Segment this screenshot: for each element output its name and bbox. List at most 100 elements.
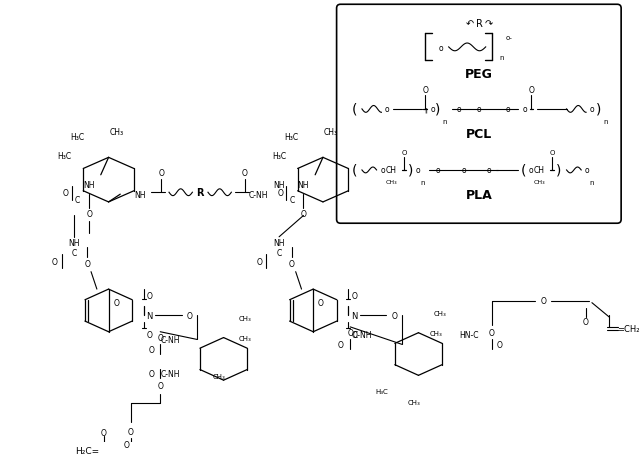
Text: H₂C=: H₂C=: [75, 446, 99, 455]
Text: PLA: PLA: [465, 188, 492, 201]
Text: O: O: [540, 297, 546, 306]
Text: CH₃: CH₃: [109, 127, 124, 136]
Text: o: o: [381, 166, 386, 175]
Text: CH₃: CH₃: [212, 374, 225, 379]
Text: ): ): [596, 103, 602, 116]
Text: O: O: [63, 188, 68, 197]
Text: O: O: [301, 210, 307, 218]
Text: o: o: [415, 166, 420, 175]
Text: C: C: [72, 248, 77, 257]
Text: O: O: [351, 330, 357, 339]
Text: O: O: [351, 292, 357, 301]
Text: o: o: [385, 105, 390, 114]
Text: O: O: [52, 258, 58, 267]
Text: H₃C: H₃C: [70, 132, 84, 141]
Text: O: O: [157, 334, 163, 342]
Text: ‖: ‖: [424, 107, 427, 112]
Text: ): ): [435, 103, 440, 116]
Text: n: n: [442, 118, 447, 124]
Text: O: O: [148, 369, 154, 378]
Text: C: C: [289, 196, 294, 205]
Text: =CH₂: =CH₂: [617, 324, 639, 334]
Text: n: n: [420, 179, 424, 185]
Text: $\curvearrowleft$R$\curvearrowright$: $\curvearrowleft$R$\curvearrowright$: [463, 17, 494, 29]
Text: C: C: [75, 196, 80, 205]
Text: C-NH: C-NH: [160, 335, 180, 344]
Text: NH: NH: [68, 238, 80, 248]
Text: H₃C: H₃C: [272, 152, 286, 161]
Text: O: O: [401, 149, 406, 155]
Text: o: o: [506, 105, 511, 114]
Text: O: O: [318, 298, 324, 308]
Text: O: O: [147, 292, 152, 301]
Text: o: o: [431, 105, 435, 114]
Text: C-NH: C-NH: [160, 369, 180, 378]
Text: NH: NH: [298, 181, 309, 190]
Text: CH₃: CH₃: [407, 399, 420, 405]
Text: R: R: [196, 188, 204, 198]
Text: CH₃: CH₃: [239, 335, 252, 341]
Text: n: n: [589, 179, 594, 185]
Text: O: O: [128, 427, 134, 436]
Text: PEG: PEG: [465, 67, 493, 81]
Text: C-NH: C-NH: [249, 190, 268, 199]
Text: O: O: [157, 382, 163, 391]
Text: O: O: [84, 260, 90, 269]
Text: C: C: [276, 248, 282, 257]
Text: NH: NH: [273, 238, 285, 248]
Text: O: O: [348, 329, 353, 338]
Text: O: O: [257, 258, 262, 267]
Text: H₃C: H₃C: [58, 152, 72, 161]
Text: o: o: [438, 44, 443, 53]
Text: o: o: [457, 105, 461, 114]
Text: o: o: [528, 166, 533, 175]
Text: ): ): [556, 164, 561, 177]
Text: O: O: [289, 260, 294, 269]
Text: CH₃: CH₃: [239, 315, 252, 322]
Text: CH₃: CH₃: [534, 180, 545, 185]
Text: (: (: [521, 164, 527, 177]
Text: H₃C: H₃C: [285, 132, 299, 141]
Text: N: N: [351, 311, 357, 320]
Text: o: o: [436, 166, 440, 175]
Text: NH: NH: [273, 181, 285, 190]
Text: o: o: [585, 166, 589, 175]
Text: HN-C: HN-C: [460, 330, 479, 339]
Text: O: O: [422, 86, 428, 95]
Text: O: O: [148, 345, 154, 354]
Text: O: O: [549, 149, 555, 155]
Text: CH₃: CH₃: [385, 180, 397, 185]
Text: (: (: [351, 164, 357, 177]
Text: o-: o-: [506, 35, 513, 41]
Text: O: O: [242, 169, 248, 178]
Text: CH₃: CH₃: [433, 311, 446, 317]
Text: o: o: [462, 166, 467, 175]
Text: O: O: [277, 188, 283, 197]
Text: o: o: [477, 105, 481, 114]
Text: C-NH: C-NH: [352, 330, 372, 339]
Text: CH₃: CH₃: [429, 330, 442, 336]
Text: O: O: [186, 311, 193, 320]
Text: o: o: [486, 166, 491, 175]
Text: ): ): [408, 164, 413, 177]
Text: O: O: [391, 311, 397, 320]
Text: NH: NH: [134, 190, 145, 199]
Text: O: O: [86, 210, 92, 218]
Text: O: O: [100, 428, 107, 437]
Text: O: O: [497, 340, 502, 349]
Text: n: n: [604, 118, 608, 124]
Text: (: (: [351, 103, 357, 116]
Text: N: N: [147, 311, 153, 320]
Text: n: n: [499, 55, 504, 61]
Text: O: O: [123, 440, 129, 449]
Text: O: O: [337, 340, 344, 349]
Text: NH: NH: [83, 181, 95, 190]
Text: O: O: [583, 317, 589, 326]
Text: CH₃: CH₃: [324, 127, 338, 136]
Text: O: O: [147, 330, 152, 339]
Text: PCL: PCL: [466, 127, 492, 140]
FancyBboxPatch shape: [337, 5, 621, 224]
Text: O: O: [158, 169, 164, 178]
Text: O: O: [529, 86, 534, 95]
Text: H₃C: H₃C: [375, 388, 388, 394]
